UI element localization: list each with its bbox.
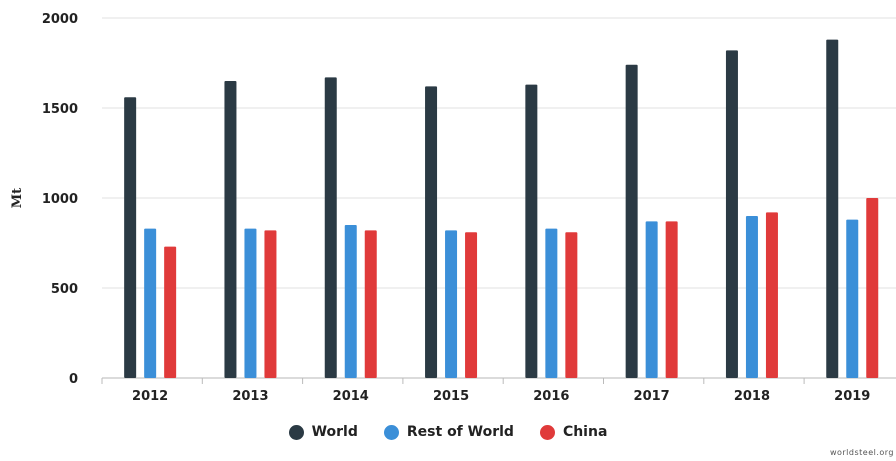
bar-world-2013[interactable] [224, 81, 237, 378]
bar-china-2014[interactable] [364, 230, 377, 378]
bar-rest-of-world-2016[interactable] [545, 228, 558, 378]
bar-world-2012[interactable] [124, 97, 137, 378]
bar-china-2017[interactable] [665, 221, 678, 378]
legend-label-china: China [562, 424, 608, 440]
bar-rest-of-world-2017[interactable] [645, 221, 658, 378]
bar-world-2014[interactable] [324, 77, 337, 379]
bar-rest-of-world-2013[interactable] [244, 228, 257, 378]
source-credit: worldsteel.org [829, 448, 894, 457]
x-tick-label-2015: 2015 [433, 389, 469, 404]
legend-swatch-rest-of-world [383, 424, 399, 440]
bar-world-2016[interactable] [525, 84, 538, 378]
y-tick-label-2000: 2000 [42, 12, 78, 27]
x-tick-label-2014: 2014 [333, 389, 369, 404]
legend: World Rest of World China [0, 424, 896, 440]
y-axis-label: Mt [10, 188, 25, 208]
bar-china-2019[interactable] [866, 198, 879, 378]
x-tick-label-2012: 2012 [132, 389, 168, 404]
bar-china-2013[interactable] [264, 230, 277, 378]
x-tick-label-2019: 2019 [834, 389, 870, 404]
x-tick-label-2016: 2016 [533, 389, 569, 404]
x-tick-label-2018: 2018 [734, 389, 770, 404]
legend-item-world[interactable]: World [288, 424, 358, 440]
legend-label-rest-of-world: Rest of World [406, 424, 514, 440]
bar-world-2018[interactable] [725, 50, 738, 379]
legend-swatch-world [288, 424, 304, 440]
legend-swatch-china [539, 424, 555, 440]
x-tick-label-2017: 2017 [634, 389, 670, 404]
legend-label-world: World [311, 424, 358, 440]
bar-world-2019[interactable] [826, 39, 839, 378]
bar-rest-of-world-2015[interactable] [445, 230, 458, 378]
bar-china-2015[interactable] [465, 232, 478, 378]
bar-china-2012[interactable] [164, 246, 177, 378]
bar-rest-of-world-2014[interactable] [344, 225, 357, 378]
y-tick-label-0: 0 [69, 372, 78, 387]
bar-rest-of-world-2019[interactable] [846, 219, 859, 378]
bar-rest-of-world-2018[interactable] [745, 216, 758, 378]
bar-world-2017[interactable] [625, 64, 638, 379]
x-tick-label-2013: 2013 [232, 389, 268, 404]
bar-rest-of-world-2012[interactable] [144, 228, 157, 378]
legend-item-china[interactable]: China [539, 424, 608, 440]
y-tick-label-1500: 1500 [42, 102, 78, 117]
bar-china-2016[interactable] [565, 232, 578, 378]
bar-world-2015[interactable] [425, 86, 438, 379]
y-tick-label-500: 500 [51, 282, 78, 297]
bar-china-2018[interactable] [765, 212, 778, 378]
y-tick-label-1000: 1000 [42, 192, 78, 207]
legend-item-rest-of-world[interactable]: Rest of World [383, 424, 514, 440]
